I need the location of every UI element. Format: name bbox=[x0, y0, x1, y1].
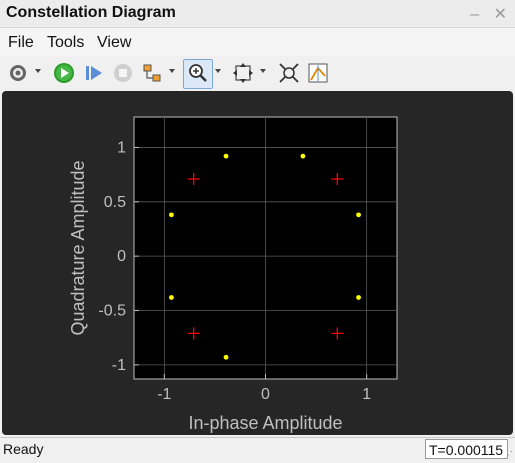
x-tick-label: 0 bbox=[261, 386, 270, 403]
y-axis-label: Quadrature Amplitude bbox=[68, 160, 88, 335]
settings-dropdown-arrow[interactable] bbox=[35, 69, 41, 73]
highlight-dropdown-arrow[interactable] bbox=[169, 69, 175, 73]
data-cursor-icon[interactable] bbox=[307, 62, 329, 84]
y-tick-label: -0.5 bbox=[98, 303, 126, 320]
y-tick-label: 0 bbox=[117, 248, 126, 265]
zoom-in-icon[interactable] bbox=[187, 62, 209, 84]
autoscale-icon[interactable] bbox=[278, 62, 300, 84]
highlight-sim-icon[interactable] bbox=[141, 62, 163, 84]
zoom-dropdown-arrow[interactable] bbox=[215, 69, 221, 73]
pan-dropdown-arrow[interactable] bbox=[260, 69, 266, 73]
status-bar: Ready T=0.000115 ⋰ bbox=[0, 437, 515, 463]
minimize-button[interactable]: – bbox=[470, 6, 480, 23]
received-symbol-point bbox=[356, 295, 361, 300]
stop-icon[interactable] bbox=[112, 62, 134, 84]
y-tick-label: 1 bbox=[117, 139, 126, 156]
window-title: Constellation Diagram bbox=[6, 4, 176, 21]
menu-bar: File Tools View bbox=[0, 28, 515, 56]
pan-icon[interactable] bbox=[232, 62, 254, 84]
gear-icon[interactable] bbox=[7, 62, 29, 84]
zoom-selected-frame bbox=[183, 59, 213, 89]
constellation-plot[interactable]: -1 0 1 1 0.5 0 -0.5 -1 In-phase Amplitude Quadrat… bbox=[2, 91, 513, 435]
menu-file[interactable]: File bbox=[8, 34, 34, 51]
reference-point-marker bbox=[331, 327, 344, 340]
reference-point-marker bbox=[187, 172, 200, 185]
resize-grip[interactable]: ⋰ bbox=[503, 450, 513, 461]
received-symbol-point bbox=[356, 212, 361, 218]
toolbar bbox=[0, 57, 515, 89]
close-button[interactable]: ✕ bbox=[493, 6, 507, 23]
x-tick-label: 1 bbox=[362, 386, 371, 403]
title-bar: Constellation Diagram – ✕ bbox=[0, 0, 515, 28]
step-forward-icon[interactable] bbox=[83, 62, 105, 84]
received-symbol-point bbox=[169, 212, 174, 218]
menu-tools[interactable]: Tools bbox=[47, 34, 85, 51]
y-tick-label: 0.5 bbox=[104, 194, 126, 211]
status-text: Ready bbox=[3, 441, 44, 457]
received-symbol-point bbox=[223, 153, 229, 159]
reference-point-marker bbox=[331, 172, 344, 185]
time-readout: T=0.000115 bbox=[425, 439, 508, 459]
reference-point-marker bbox=[187, 327, 200, 340]
y-tick-label: -1 bbox=[112, 357, 126, 374]
x-axis-label: In-phase Amplitude bbox=[188, 413, 342, 433]
play-icon[interactable] bbox=[53, 62, 75, 84]
plot-panel: -1 0 1 1 0.5 0 -0.5 -1 In-phase Amplitude Quadrat… bbox=[2, 91, 513, 435]
received-symbol-point bbox=[223, 354, 229, 360]
x-tick-label: -1 bbox=[157, 386, 171, 403]
menu-view[interactable]: View bbox=[97, 34, 132, 51]
received-symbol-point bbox=[169, 295, 174, 300]
received-symbol-point bbox=[300, 153, 306, 159]
